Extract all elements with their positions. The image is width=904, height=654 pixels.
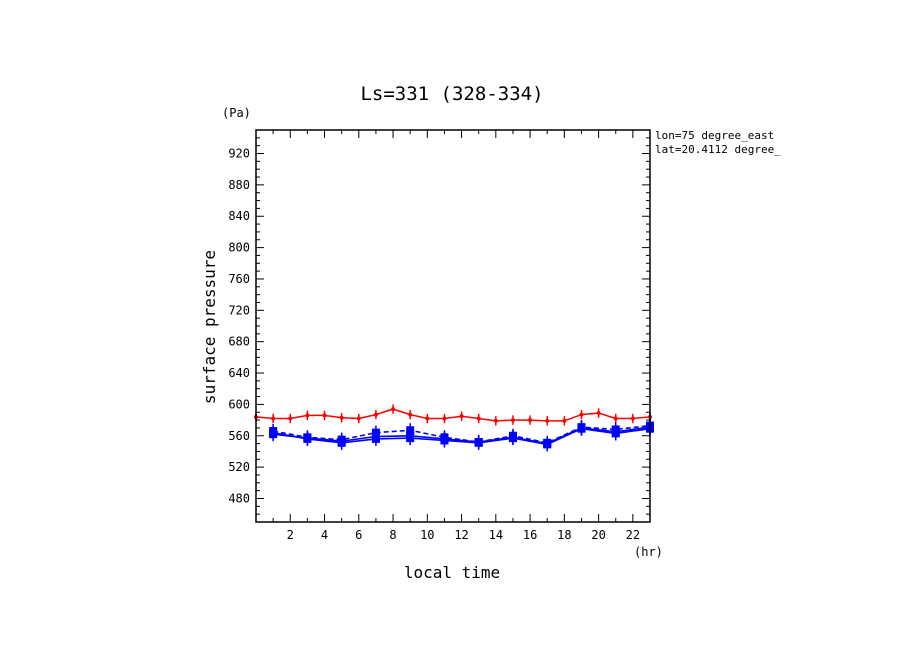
data-point	[408, 412, 413, 417]
data-point	[337, 437, 346, 446]
annotation-lon: lon=75 degree_east	[655, 129, 774, 142]
x-tick-label: 4	[321, 528, 328, 542]
x-axis-title: local time	[404, 563, 500, 582]
data-point	[562, 418, 567, 423]
data-point	[269, 430, 278, 439]
data-point	[474, 438, 483, 447]
data-point	[440, 434, 449, 443]
series-line	[255, 408, 651, 422]
y-unit-label: (Pa)	[222, 106, 251, 120]
data-point	[391, 407, 396, 412]
data-point	[476, 416, 481, 421]
data-point	[425, 416, 430, 421]
x-tick-label: 14	[489, 528, 503, 542]
data-point	[305, 413, 310, 418]
data-point	[442, 416, 447, 421]
y-tick-label: 480	[228, 491, 250, 505]
data-point	[339, 415, 344, 420]
series-3	[269, 420, 654, 451]
series-2	[269, 418, 654, 450]
data-point	[611, 427, 620, 436]
data-point	[493, 418, 498, 423]
series-1	[269, 421, 654, 452]
data-point	[508, 433, 517, 442]
data-point	[271, 416, 276, 421]
x-tick-label: 22	[626, 528, 640, 542]
x-unit-label: (hr)	[634, 545, 663, 559]
y-tick-label: 560	[228, 429, 250, 443]
data-point	[406, 431, 415, 440]
data-point	[528, 418, 533, 423]
plot-frame	[255, 129, 651, 523]
x-tick-label: 6	[355, 528, 362, 542]
data-point	[510, 418, 515, 423]
data-point	[579, 412, 584, 417]
data-point	[288, 416, 293, 421]
y-tick-label: 600	[228, 397, 250, 411]
annotation-lat: lat=20.4112 degree_	[655, 143, 781, 156]
x-tick-label: 10	[420, 528, 434, 542]
data-point	[543, 439, 552, 448]
y-tick-label: 680	[228, 335, 250, 349]
data-point	[322, 413, 327, 418]
x-tick-label: 20	[591, 528, 605, 542]
y-tick-label: 840	[228, 209, 250, 223]
series-0	[254, 404, 652, 426]
x-tick-label: 2	[287, 528, 294, 542]
x-tick-label: 12	[454, 528, 468, 542]
x-tick-label: 16	[523, 528, 537, 542]
chart-title: Ls=331 (328-334)	[360, 83, 543, 105]
x-tick-label: 8	[389, 528, 396, 542]
x-tick-label: 18	[557, 528, 571, 542]
y-tick-label: 520	[228, 460, 250, 474]
data-point	[596, 411, 601, 416]
data-point	[371, 432, 380, 441]
data-point	[459, 414, 464, 419]
data-point	[303, 434, 312, 443]
data-point	[545, 418, 550, 423]
data-point	[373, 412, 378, 417]
series-line	[272, 427, 651, 446]
series-line	[273, 426, 651, 445]
data-point	[577, 423, 586, 432]
y-tick-label: 800	[228, 241, 250, 255]
axes: 2 4 6 8 10 12 14 16 18 20 22 480 520 560 600 640 680 720 7…	[228, 130, 650, 542]
y-tick-label: 880	[228, 178, 250, 192]
y-tick-label: 720	[228, 303, 250, 317]
data-point	[630, 416, 635, 421]
y-tick-label: 920	[228, 147, 250, 161]
y-tick-label: 640	[228, 366, 250, 380]
y-tick-label: 760	[228, 272, 250, 286]
series-line	[272, 424, 651, 444]
y-axis-title: surface pressure	[200, 250, 219, 404]
data-point	[356, 416, 361, 421]
data-point	[613, 416, 618, 421]
series-group	[254, 404, 654, 452]
